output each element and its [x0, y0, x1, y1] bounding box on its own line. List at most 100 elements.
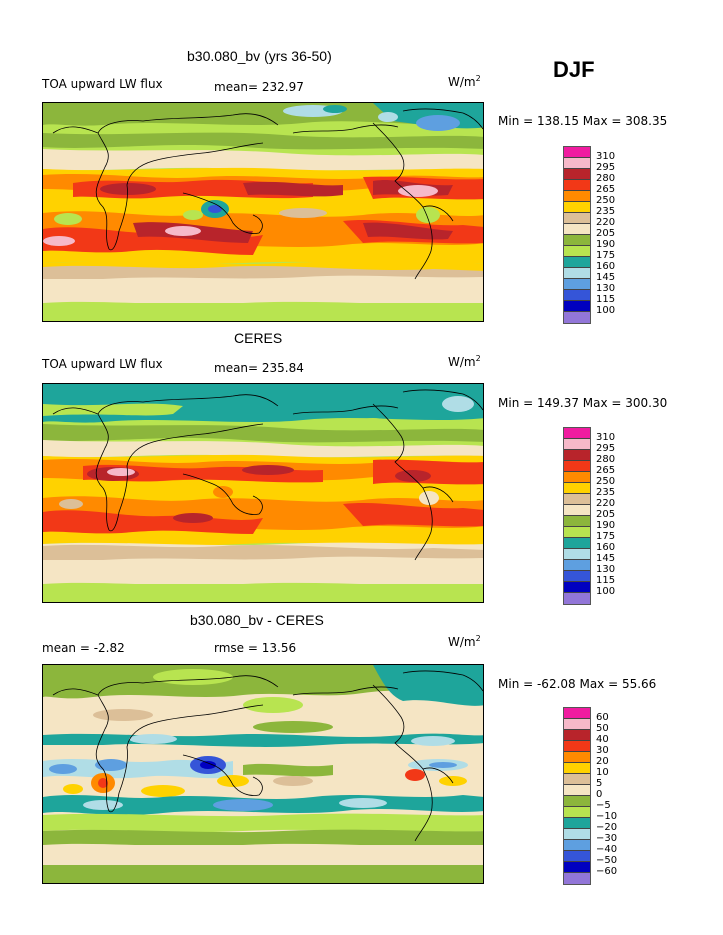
legend-swatch: [564, 224, 590, 235]
legend-tick-label: 20: [596, 756, 609, 767]
legend-swatch: [564, 147, 590, 158]
legend-swatch: [564, 461, 590, 472]
legend-tick-label: 145: [596, 553, 615, 564]
legend-tick-label: 5: [596, 778, 602, 789]
legend-tick-label: 250: [596, 195, 615, 206]
legend-swatch: [564, 807, 590, 818]
legend-swatch: [564, 851, 590, 862]
legend-swatch: [564, 560, 590, 571]
legend-swatch: [564, 235, 590, 246]
panel-2-map: [42, 383, 484, 603]
legend-swatch: [564, 312, 590, 323]
legend-tick-label: 50: [596, 723, 609, 734]
legend-tick-label: 115: [596, 575, 615, 586]
panel-2-contour-plot: [43, 384, 484, 603]
legend-swatch: [564, 268, 590, 279]
legend-swatch: [564, 213, 590, 224]
legend-swatch: [564, 191, 590, 202]
legend-swatch: [564, 785, 590, 796]
legend-tick-label: 280: [596, 173, 615, 184]
legend-swatch: [564, 752, 590, 763]
legend-tick-label: 235: [596, 206, 615, 217]
legend-tick-label: 130: [596, 564, 615, 575]
legend-swatch: [564, 169, 590, 180]
panel-1-units: W/m2: [448, 74, 481, 89]
legend-tick-label: 160: [596, 542, 615, 553]
legend-swatch: [564, 796, 590, 807]
legend-swatch: [564, 571, 590, 582]
legend-swatch: [564, 505, 590, 516]
panel-1-variable-label: TOA upward LW flux: [42, 77, 163, 91]
panel-3-minmax: Min = -62.08 Max = 55.66: [498, 677, 656, 691]
legend-tick-label: 115: [596, 294, 615, 305]
legend-tick-label: 160: [596, 261, 615, 272]
panel-2-units: W/m2: [448, 354, 481, 369]
panel-1-contour-plot: [43, 103, 484, 322]
panel-1-mean: mean= 232.97: [214, 80, 304, 94]
legend-tick-label: 145: [596, 272, 615, 283]
legend-swatch: [564, 774, 590, 785]
legend-tick-label: 60: [596, 712, 609, 723]
legend-tick-label: 40: [596, 734, 609, 745]
panel-1-map: [42, 102, 484, 322]
legend-tick-label: −30: [596, 833, 617, 844]
legend-swatch: [564, 862, 590, 873]
panel-3-contour-plot: [43, 665, 484, 884]
panel-2-legend: [563, 427, 591, 605]
legend-swatch: [564, 246, 590, 257]
legend-tick-label: 250: [596, 476, 615, 487]
panel-3-mean: mean = -2.82: [42, 641, 125, 655]
panel-1-legend: [563, 146, 591, 324]
legend-tick-label: 30: [596, 745, 609, 756]
panel-3-map: [42, 664, 484, 884]
legend-tick-label: 175: [596, 250, 615, 261]
panel-3-title: b30.080_bv - CERES: [190, 612, 324, 628]
panel-2-mean: mean= 235.84: [214, 361, 304, 375]
legend-swatch: [564, 763, 590, 774]
panel-2-title: CERES: [234, 330, 282, 346]
panel-2-variable-label: TOA upward LW flux: [42, 357, 163, 371]
legend-tick-label: −10: [596, 811, 617, 822]
legend-swatch: [564, 829, 590, 840]
legend-tick-label: −50: [596, 855, 617, 866]
panel-1-minmax: Min = 138.15 Max = 308.35: [498, 114, 667, 128]
legend-swatch: [564, 549, 590, 560]
legend-swatch: [564, 202, 590, 213]
legend-tick-label: 265: [596, 184, 615, 195]
legend-swatch: [564, 180, 590, 191]
legend-tick-label: 100: [596, 305, 615, 316]
legend-tick-label: −20: [596, 822, 617, 833]
legend-tick-label: 130: [596, 283, 615, 294]
legend-tick-label: 10: [596, 767, 609, 778]
legend-swatch: [564, 494, 590, 505]
legend-tick-label: 295: [596, 162, 615, 173]
season-label: DJF: [553, 57, 595, 83]
legend-swatch: [564, 538, 590, 549]
legend-swatch: [564, 719, 590, 730]
legend-swatch: [564, 257, 590, 268]
legend-tick-label: 265: [596, 465, 615, 476]
legend-swatch: [564, 483, 590, 494]
legend-tick-label: 310: [596, 151, 615, 162]
legend-swatch: [564, 527, 590, 538]
legend-swatch: [564, 818, 590, 829]
legend-tick-label: 310: [596, 432, 615, 443]
legend-swatch: [564, 582, 590, 593]
panel-3-units: W/m2: [448, 634, 481, 649]
legend-swatch: [564, 290, 590, 301]
legend-tick-label: 175: [596, 531, 615, 542]
legend-tick-label: 295: [596, 443, 615, 454]
legend-swatch: [564, 279, 590, 290]
legend-swatch: [564, 158, 590, 169]
legend-tick-label: 280: [596, 454, 615, 465]
legend-tick-label: 205: [596, 228, 615, 239]
legend-tick-label: 220: [596, 498, 615, 509]
legend-tick-label: 100: [596, 586, 615, 597]
panel-2-minmax: Min = 149.37 Max = 300.30: [498, 396, 667, 410]
panel-3-legend: [563, 707, 591, 885]
legend-swatch: [564, 428, 590, 439]
legend-swatch: [564, 593, 590, 604]
legend-swatch: [564, 708, 590, 719]
legend-swatch: [564, 439, 590, 450]
legend-tick-label: 190: [596, 520, 615, 531]
